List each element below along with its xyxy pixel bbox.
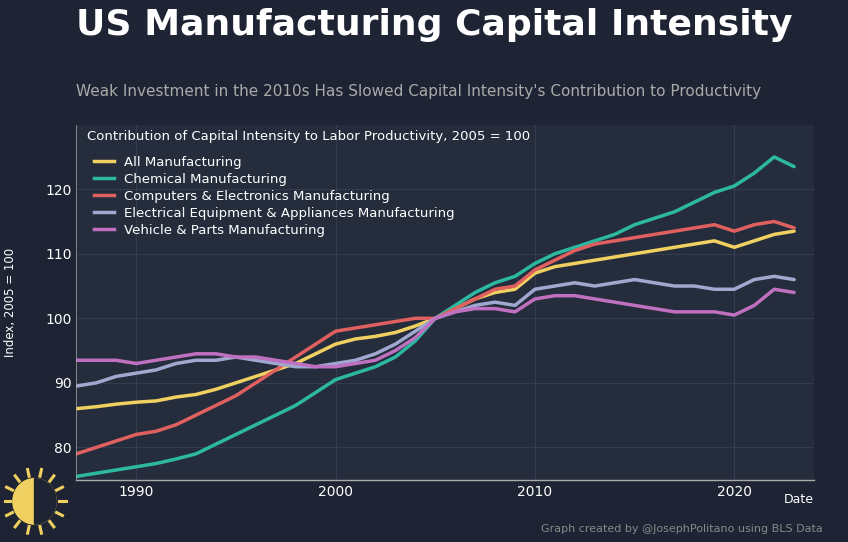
Text: Graph created by @JosephPolitano using BLS Data: Graph created by @JosephPolitano using B… — [541, 524, 823, 534]
Text: Contribution of Capital Intensity to Labor Productivity, 2005 = 100: Contribution of Capital Intensity to Lab… — [87, 130, 531, 143]
Wedge shape — [35, 479, 56, 524]
Text: Date: Date — [784, 493, 814, 506]
Circle shape — [13, 479, 56, 524]
Text: Weak Investment in the 2010s Has Slowed Capital Intensity's Contribution to Prod: Weak Investment in the 2010s Has Slowed … — [76, 84, 762, 99]
Text: US Manufacturing Capital Intensity: US Manufacturing Capital Intensity — [76, 8, 793, 42]
Legend: All Manufacturing, Chemical Manufacturing, Computers & Electronics Manufacturing: All Manufacturing, Chemical Manufacturin… — [94, 156, 455, 237]
Text: Index, 2005 = 100: Index, 2005 = 100 — [4, 248, 17, 357]
